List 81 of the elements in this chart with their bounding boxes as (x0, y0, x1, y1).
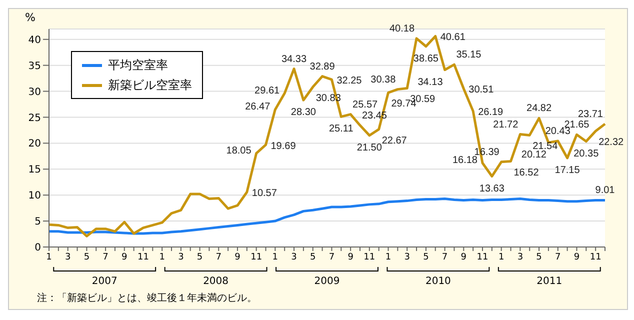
data-label: 32.89 (310, 61, 336, 72)
text: 2008 (203, 276, 229, 287)
data-label: 16.18 (452, 155, 478, 166)
data-label: 34.13 (418, 76, 444, 88)
data-label: 22.32 (598, 137, 624, 148)
x-tick-label: 5 (423, 252, 429, 262)
x-tick-label: 11 (590, 252, 602, 262)
y-tick-label: 30 (28, 86, 41, 98)
data-label: 40.61 (440, 32, 466, 44)
text: 注：「新築ビル」とは、竣工後１年未満のビル。 (37, 292, 257, 305)
x-tick-label: 1 (498, 252, 504, 262)
data-label: 13.63 (479, 183, 505, 194)
data-label: 26.47 (245, 102, 271, 113)
x-tick-label: 7 (216, 252, 222, 262)
x-tick-label: 1 (46, 252, 52, 262)
x-tick-label: 5 (536, 252, 542, 262)
x-tick-label: 5 (84, 252, 90, 262)
data-label: 38.65 (413, 53, 439, 64)
line-series (48, 197, 606, 235)
data-label: 18.05 (226, 145, 252, 156)
text: 2009 (314, 276, 340, 287)
x-tick-label: 3 (517, 252, 524, 262)
data-label: 16.52 (514, 167, 540, 178)
y-tick-label: 15 (28, 164, 41, 176)
y-tick-label: 10 (28, 190, 41, 202)
x-tick-label: 9 (234, 252, 241, 262)
data-label: 21.50 (356, 142, 382, 154)
y-tick-label: 25 (28, 112, 41, 124)
data-label: 24.82 (526, 103, 552, 114)
y-axis-title: % (25, 11, 36, 24)
data-label: 30.51 (468, 84, 494, 96)
x-tick-label: 9 (460, 252, 467, 262)
x-tick-label: 1 (159, 252, 165, 262)
x-tick-label: 11 (364, 252, 376, 262)
x-tick-label: 3 (291, 252, 297, 262)
data-label: 34.33 (282, 54, 307, 65)
x-tick-label: 9 (122, 252, 128, 262)
data-label: 10.57 (252, 188, 278, 200)
data-label: 32.25 (336, 76, 362, 87)
x-tick-label: 3 (404, 252, 410, 262)
x-tick-label: 5 (310, 252, 316, 262)
data-label: 22.67 (382, 135, 408, 146)
data-label: 19.69 (270, 140, 296, 152)
x-tick-label: 11 (476, 252, 488, 262)
x-tick-label: 5 (196, 252, 203, 262)
y-tick-label: 40 (28, 34, 41, 46)
data-label: 29.61 (254, 85, 280, 96)
y-tick-label: 20 (28, 138, 41, 150)
x-tick-label: 11 (138, 252, 149, 262)
data-label: 9.01 (595, 185, 616, 196)
data-label: 40.18 (389, 23, 415, 34)
x-tick-label: 3 (178, 252, 184, 262)
data-label: 28.30 (290, 107, 316, 118)
x-tick-label: 9 (574, 252, 580, 262)
x-tick-label: 11 (250, 252, 262, 262)
x-tick-label: 3 (64, 252, 71, 262)
data-label: 23.71 (578, 108, 604, 120)
x-tick-label: 7 (102, 252, 108, 262)
y-tick-label: 5 (34, 216, 41, 228)
data-label: 25.11 (328, 124, 354, 135)
y-tick-label: 35 (28, 60, 41, 72)
y-tick-label: 0 (34, 242, 41, 254)
data-label: 20.12 (521, 150, 547, 161)
data-label: 35.15 (456, 50, 482, 61)
x-tick-label: 7 (328, 252, 335, 262)
data-label: 26.19 (478, 107, 504, 118)
x-tick-label: 7 (442, 252, 448, 262)
x-tick-label: 9 (348, 252, 354, 262)
text: 2007 (92, 276, 118, 287)
legend-label: 平均空室率 (108, 57, 168, 74)
x-tick-label: 1 (385, 252, 392, 262)
data-label: 21.72 (493, 119, 519, 130)
data-label: 17.15 (554, 164, 580, 176)
x-tick-label: 1 (272, 252, 278, 262)
data-label: 30.38 (370, 74, 396, 86)
text: 2011 (536, 276, 562, 287)
data-label: 20.35 (574, 148, 600, 160)
x-tick-label: 7 (555, 252, 561, 262)
text: 2010 (425, 276, 451, 287)
legend-label: 新築ビル空室率 (108, 77, 192, 94)
data-label: 25.57 (352, 99, 378, 110)
